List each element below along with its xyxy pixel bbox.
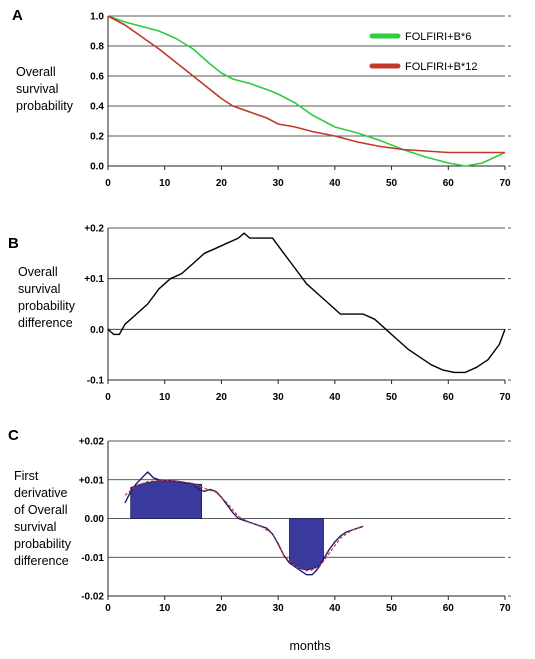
x-tick-label: 20 bbox=[216, 392, 228, 403]
panel-c-ylabel-line-4: survival bbox=[14, 520, 56, 534]
x-tick-label: 30 bbox=[273, 178, 285, 189]
x-tick-label: 50 bbox=[386, 603, 398, 614]
panel-c-x-ticks: 0 10 20 30 40 50 60 70 bbox=[105, 596, 511, 614]
panel-c-ylabel-line-2: derivative bbox=[14, 486, 68, 500]
x-tick-label: 70 bbox=[499, 178, 511, 189]
y-tick-label: -0.1 bbox=[87, 376, 105, 387]
panel-b-ylabel-line-3: probability bbox=[18, 299, 76, 313]
x-tick-label: 20 bbox=[216, 178, 228, 189]
x-tick-label: 30 bbox=[273, 603, 285, 614]
panel-c-series bbox=[124, 471, 364, 576]
panel-a-x-ticks: 0 10 20 30 40 50 60 70 bbox=[105, 166, 511, 189]
y-tick-label: 0.0 bbox=[90, 325, 104, 336]
x-tick-label: 10 bbox=[159, 178, 171, 189]
series-line-folfiri-b-12 bbox=[107, 15, 505, 154]
y-tick-label: +0.01 bbox=[79, 475, 105, 486]
series-line-folfiri-b-6 bbox=[107, 15, 506, 167]
panel-a-series bbox=[107, 15, 506, 167]
panel-c-ylabel-line-6: difference bbox=[14, 554, 69, 568]
series-line-1 bbox=[107, 232, 506, 374]
x-tick-label: 40 bbox=[329, 178, 341, 189]
x-tick-label: 10 bbox=[159, 392, 171, 403]
panel-c-ylabel-line-1: First bbox=[14, 469, 39, 483]
panel-a-gridlines bbox=[108, 15, 511, 167]
panel-a-legend: FOLFIRI+B*6 FOLFIRI+B*12 bbox=[369, 31, 477, 73]
panel-a-ylabel-line-2: survival bbox=[16, 82, 58, 96]
panel-c-bars bbox=[130, 480, 324, 571]
panel-c-ylabel-line-5: probability bbox=[14, 537, 72, 551]
y-tick-label: 0.8 bbox=[90, 42, 104, 53]
panel-a-letter: A bbox=[12, 7, 23, 24]
y-tick-label: 0.2 bbox=[90, 132, 104, 143]
panel-c-letter: C bbox=[8, 427, 19, 444]
panel-a-y-ticks: 1.0 0.8 0.6 0.4 0.2 0.0 bbox=[90, 12, 104, 173]
panel-a-ylabel-line-1: Overall bbox=[16, 65, 56, 79]
panel-b-gridlines bbox=[108, 227, 511, 381]
panel-c-y-ticks: +0.02 +0.01 0.00 -0.01 -0.02 bbox=[79, 437, 105, 603]
x-tick-label: 0 bbox=[105, 178, 111, 189]
x-tick-label: 60 bbox=[443, 603, 455, 614]
x-tick-label: 40 bbox=[329, 603, 341, 614]
series-line-1 bbox=[124, 471, 364, 576]
y-tick-label: 1.0 bbox=[90, 12, 104, 23]
y-tick-label: 0.0 bbox=[90, 162, 104, 173]
panel-b-letter: B bbox=[8, 235, 19, 252]
x-tick-label: 70 bbox=[499, 603, 511, 614]
panel-a-ylabel-line-3: probability bbox=[16, 99, 74, 113]
x-tick-label: 70 bbox=[499, 392, 511, 403]
y-tick-label: +0.1 bbox=[84, 274, 104, 285]
x-tick-label: 0 bbox=[105, 392, 111, 403]
panel-b-series bbox=[107, 232, 506, 374]
legend-label-folfiri-b12: FOLFIRI+B*12 bbox=[405, 61, 477, 73]
x-axis-label: months bbox=[290, 639, 331, 653]
x-tick-label: 40 bbox=[329, 392, 341, 403]
y-tick-label: 0.6 bbox=[90, 72, 104, 83]
legend-label-folfiri-b6: FOLFIRI+B*6 bbox=[405, 31, 471, 43]
panel-b: B Overall survival probability differenc… bbox=[8, 224, 511, 403]
panel-c: C First derivative of Overall survival p… bbox=[8, 427, 511, 614]
x-tick-label: 20 bbox=[216, 603, 228, 614]
panel-b-ylabel-line-4: difference bbox=[18, 316, 73, 330]
y-tick-label: -0.01 bbox=[81, 553, 104, 564]
panel-c-ylabel-line-3: of Overall bbox=[14, 503, 68, 517]
panel-b-ylabel-line-2: survival bbox=[18, 282, 60, 296]
x-tick-label: 50 bbox=[386, 392, 398, 403]
y-tick-label: 0.4 bbox=[90, 102, 104, 113]
y-tick-label: 0.00 bbox=[85, 514, 105, 525]
y-tick-label: -0.02 bbox=[81, 592, 104, 603]
x-tick-label: 30 bbox=[273, 392, 285, 403]
x-tick-label: 10 bbox=[159, 603, 171, 614]
panel-b-ylabel-line-1: Overall bbox=[18, 265, 58, 279]
y-tick-label: +0.02 bbox=[79, 437, 105, 448]
x-tick-label: 60 bbox=[443, 178, 455, 189]
derivative-area-bar-1 bbox=[130, 480, 202, 519]
derivative-area-bar-2 bbox=[289, 518, 324, 571]
y-tick-label: +0.2 bbox=[84, 224, 104, 235]
x-tick-label: 50 bbox=[386, 178, 398, 189]
x-tick-label: 0 bbox=[105, 603, 111, 614]
panel-a: A Overall survival probability 1.0 0.8 0.6… bbox=[12, 7, 511, 189]
series-line-2 bbox=[124, 479, 364, 572]
panel-b-y-ticks: +0.2 +0.1 0.0 -0.1 bbox=[84, 224, 104, 387]
x-tick-label: 60 bbox=[443, 392, 455, 403]
panel-b-x-ticks: 0 10 20 30 40 50 60 70 bbox=[105, 380, 511, 403]
